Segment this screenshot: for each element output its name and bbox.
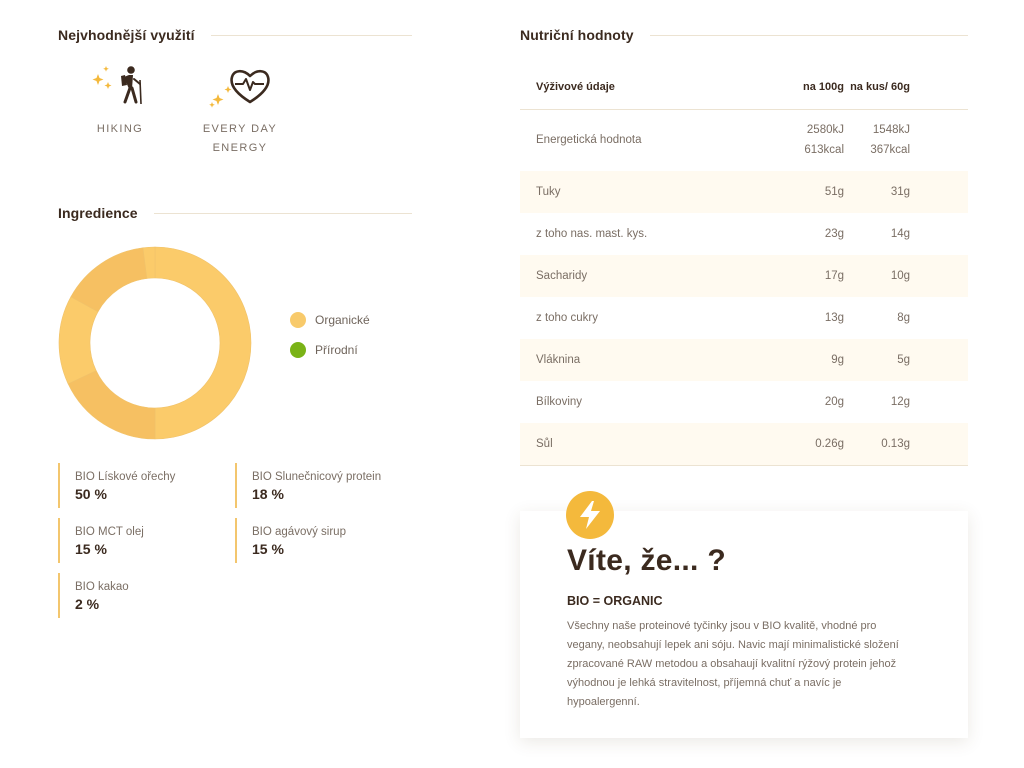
ingredient-percent: 18 % (252, 486, 284, 502)
legend-label: Přírodní (315, 343, 358, 357)
divider (649, 34, 968, 36)
ingredient-name: BIO Lískové ořechy (75, 471, 176, 483)
ingredient-item: BIO Slunečnicový protein 18 % (235, 463, 412, 508)
value-per-piece: 1548kJ 367kcal (870, 124, 910, 157)
donut-slice (58, 296, 99, 385)
value-per-piece: 31g (844, 171, 968, 213)
value-per-piece: 10g (844, 255, 968, 297)
value-per-piece: 12g (890, 396, 910, 408)
ingredient-item: BIO Lískové ořechy 50 % (58, 463, 235, 508)
table-row: Sůl 0.26g 0.13g (520, 423, 968, 466)
value-per-100g: 9g (702, 339, 844, 381)
donut-slice (70, 247, 148, 313)
ingredients-section-header: Ingredience (58, 205, 412, 221)
divider (210, 34, 412, 36)
value-per-piece: 14g (890, 228, 910, 240)
lightning-bolt-icon (566, 491, 614, 539)
ingredient-percent: 15 % (252, 541, 284, 557)
ingredient-name: BIO Slunečnicový protein (252, 471, 382, 483)
table-row: z toho cukry 13g 8g (520, 297, 968, 339)
value-per-100g: 23g (824, 228, 844, 240)
ingredient-percent: 2 % (75, 596, 100, 612)
nutrition-section-header: Nutriční hodnoty (520, 27, 968, 43)
value-per-100g: 51g (702, 171, 844, 213)
ingredient-percent: 15 % (75, 541, 107, 557)
ingredient-name: BIO agávový sirup (252, 526, 346, 538)
ingredients-list: BIO Lískové ořechy 50 % BIO Slunečnicový… (58, 463, 418, 618)
value-per-100g: 0.26g (702, 423, 844, 466)
table-header-row: Výživové údaje na 100g na kus/ 60g (520, 66, 968, 110)
ingredient-item: BIO agávový sirup 15 % (235, 518, 412, 563)
nutrient-label: Sacharidy (520, 255, 702, 297)
heart-pulse-icon (180, 62, 300, 114)
usage-label: EVERY DAY ENERGY (202, 123, 278, 154)
usage-item-hiking: HIKING (60, 62, 180, 158)
value-per-100g: 13g (824, 312, 844, 324)
nutrition-table: Výživové údaje na 100g na kus/ 60g Energ… (520, 66, 968, 466)
hiking-icon (60, 62, 180, 114)
divider (153, 212, 412, 214)
value-per-piece: 5g (844, 339, 968, 381)
nutrient-label: z toho nas. mast. kys. (536, 228, 648, 240)
donut-slice (142, 246, 156, 279)
donut-slice (154, 246, 252, 440)
ingredient-name: BIO MCT olej (75, 526, 144, 538)
usage-title: Nejvhodnější využití (58, 27, 195, 43)
table-row: Bílkoviny 20g 12g (520, 381, 968, 423)
column-header: Výživové údaje (520, 66, 702, 110)
column-header: na kus/ 60g (844, 66, 968, 110)
nutrient-label: Vláknina (520, 339, 702, 381)
ingredients-donut-chart (58, 246, 252, 440)
fact-title: Víte, že... ? (567, 544, 726, 577)
table-row: Tuky 51g 31g (520, 171, 968, 213)
nutrient-label: Tuky (520, 171, 702, 213)
usage-section-header: Nejvhodnější využití (58, 27, 412, 43)
ingredients-title: Ingredience (58, 205, 138, 221)
value-per-100g: 20g (824, 396, 844, 408)
donut-slice (67, 370, 156, 440)
fact-card: Víte, že... ? BIO = ORGANIC Všechny naše… (520, 491, 968, 738)
usage-label: HIKING (96, 123, 144, 135)
value-per-100g: 2580kJ 613kcal (804, 124, 844, 157)
chart-legend: Organické Přírodní (290, 312, 370, 372)
value-per-piece: 8g (897, 312, 910, 324)
ingredient-name: BIO kakao (75, 581, 129, 593)
legend-dot (290, 342, 306, 358)
usage-item-every-day-energy: EVERY DAY ENERGY (180, 62, 300, 158)
ingredient-percent: 50 % (75, 486, 107, 502)
table-row: Energetická hodnota 2580kJ 613kcal 1548kJ… (520, 109, 968, 171)
value-per-100g: 17g (702, 255, 844, 297)
legend-item-natural: Přírodní (290, 342, 370, 358)
nutrient-label: Bílkoviny (536, 396, 583, 408)
legend-item-organic: Organické (290, 312, 370, 328)
ingredient-item: BIO MCT olej 15 % (58, 518, 235, 563)
legend-label: Organické (315, 313, 370, 327)
nutrient-label: z toho cukry (536, 312, 598, 324)
table-row: Sacharidy 17g 10g (520, 255, 968, 297)
column-header: na 100g (702, 66, 844, 110)
nutrient-label: Energetická hodnota (536, 134, 642, 147)
nutrition-title: Nutriční hodnoty (520, 27, 634, 43)
fact-text: Všechny naše proteinové tyčinky jsou v B… (567, 620, 899, 708)
ingredient-item: BIO kakao 2 % (58, 573, 235, 618)
table-row: z toho nas. mast. kys. 23g 14g (520, 213, 968, 255)
usage-list: HIKING EVERY DAY ENERGY (60, 62, 300, 158)
legend-dot (290, 312, 306, 328)
nutrient-label: Sůl (520, 423, 702, 466)
value-per-piece: 0.13g (844, 423, 968, 466)
fact-subtitle: BIO = ORGANIC (567, 594, 663, 608)
table-row: Vláknina 9g 5g (520, 339, 968, 381)
